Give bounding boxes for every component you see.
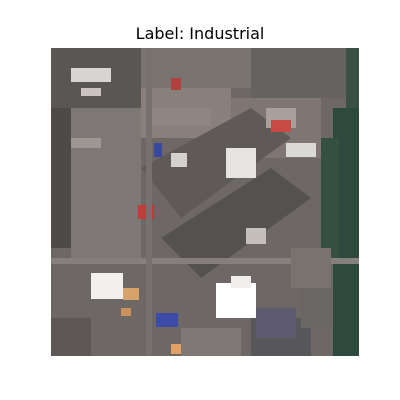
figure-title: Label: Industrial xyxy=(135,24,265,43)
satellite-image xyxy=(51,48,359,356)
satellite-image-icon xyxy=(51,48,359,356)
